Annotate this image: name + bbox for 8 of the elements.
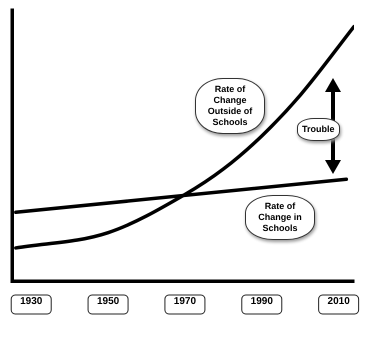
series-label: Rate of Change in Schools: [245, 195, 315, 240]
x-tick-label: 1930: [20, 296, 43, 307]
x-tick-label: 1970: [174, 296, 196, 307]
annotation: Trouble: [297, 118, 340, 141]
x-tick-label: 1950: [96, 296, 120, 307]
series-label: Rate of Change Outside of Schools: [195, 78, 265, 134]
x-tick-label: 2010: [328, 296, 350, 307]
x-tick-label: 1990: [250, 296, 274, 307]
